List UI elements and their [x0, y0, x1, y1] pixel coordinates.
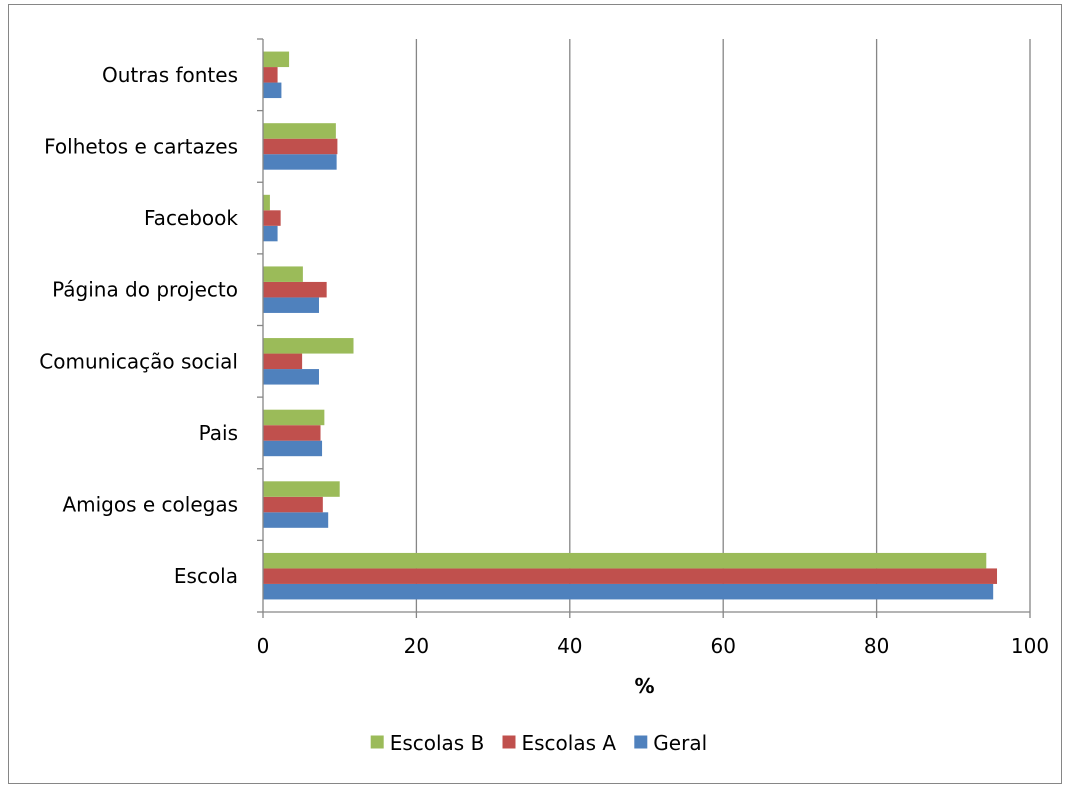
x-tick-label-100: 100: [1011, 634, 1049, 658]
bar-escolas-a-escola: [263, 568, 998, 584]
category-label-comunicacao-social: Comunicação social: [39, 349, 238, 373]
bar-geral-comunicacao-social: [263, 369, 319, 385]
bar-geral-folhetos-e-cartazes: [263, 154, 337, 170]
bar-escolas-b-outras-fontes: [263, 51, 290, 68]
bar-chart: Escola Amigos e colegas Pais Comunicação so…: [39, 38, 1049, 755]
bar-escolas-b-pagina-do-projecto: [263, 266, 303, 282]
bars: [263, 51, 998, 600]
x-tick-label-60: 60: [710, 634, 735, 658]
bar-escolas-a-comunicacao-social: [263, 353, 303, 370]
chart-area: Escola Amigos e colegas Pais Comunicação so…: [8, 4, 1062, 784]
category-label-pagina-do-projecto: Página do projecto: [52, 278, 238, 302]
x-tick-label-40: 40: [557, 634, 582, 658]
category-label-escola: Escola: [174, 564, 238, 588]
bar-escolas-b-escola: [263, 552, 987, 569]
bar-escolas-b-folhetos-e-cartazes: [263, 123, 336, 139]
category-labels: Escola Amigos e colegas Pais Comunicação so…: [39, 63, 238, 588]
bar-escolas-b-facebook: [263, 194, 270, 211]
category-label-pais: Pais: [199, 421, 238, 445]
bar-geral-pais: [263, 440, 323, 457]
legend: Escolas B Escolas A Geral: [370, 731, 707, 755]
category-label-folhetos-e-cartazes: Folhetos e cartazes: [44, 134, 238, 158]
category-label-amigos-e-colegas: Amigos e colegas: [62, 493, 238, 517]
x-axis-title: %: [634, 674, 654, 698]
bar-escolas-a-folhetos-e-cartazes: [263, 138, 338, 155]
bar-geral-escola: [263, 583, 994, 600]
bar-geral-amigos-e-colegas: [263, 512, 329, 528]
category-label-facebook: Facebook: [144, 206, 238, 230]
legend-swatch-geral: [634, 735, 648, 749]
x-tick-label-0: 0: [257, 634, 270, 658]
x-tick-label-20: 20: [404, 634, 429, 658]
x-tick-label-80: 80: [864, 634, 889, 658]
axes: [257, 38, 1031, 618]
legend-label-escolas-a: Escolas A: [522, 731, 617, 755]
bar-escolas-a-facebook: [263, 210, 281, 226]
gridlines: [415, 39, 1031, 612]
legend-swatch-escolas-b: [370, 735, 384, 749]
bar-escolas-b-pais: [263, 409, 325, 426]
bar-escolas-b-amigos-e-colegas: [263, 481, 340, 497]
bar-escolas-b-comunicacao-social: [263, 338, 354, 354]
category-label-outras-fontes: Outras fontes: [102, 63, 238, 87]
bar-geral-pagina-do-projecto: [263, 297, 319, 313]
bar-escolas-a-outras-fontes: [263, 67, 278, 83]
bar-escolas-a-pagina-do-projecto: [263, 281, 327, 298]
x-tick-labels: 0 20 40 60 80 100: [257, 634, 1049, 658]
legend-label-geral: Geral: [653, 731, 707, 755]
bar-geral-facebook: [263, 225, 278, 242]
bar-escolas-a-pais: [263, 425, 321, 441]
legend-label-escolas-b: Escolas B: [390, 731, 485, 755]
legend-swatch-escolas-a: [502, 735, 516, 749]
bar-geral-outras-fontes: [263, 82, 282, 99]
bar-escolas-a-amigos-e-colegas: [263, 496, 323, 513]
